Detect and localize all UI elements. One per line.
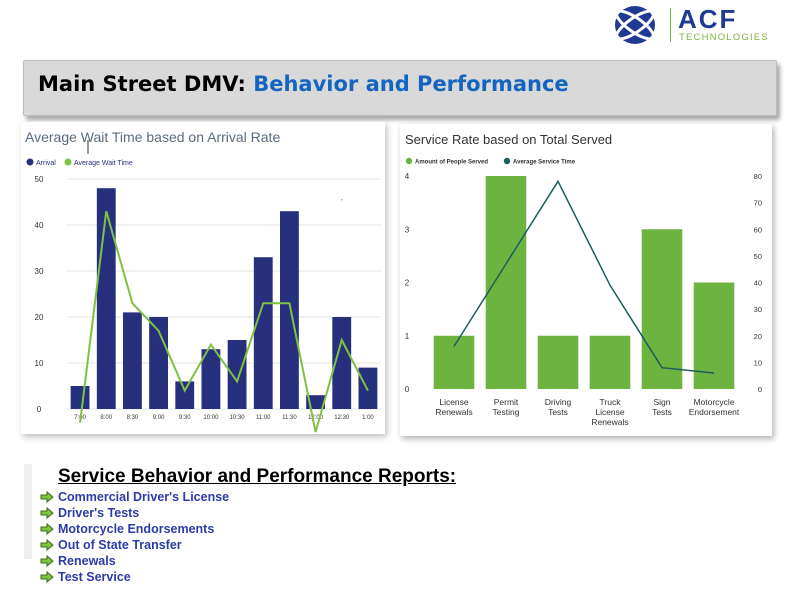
y-tick-label: 50 <box>35 175 44 184</box>
legend-marker-served <box>405 157 413 165</box>
globe-icon <box>615 6 655 44</box>
chart-title: Service Rate based on Total Served <box>405 132 612 147</box>
x-tick-label: Motorcycle <box>693 397 734 407</box>
arrow-right-icon <box>40 539 54 551</box>
report-link[interactable]: Commercial Driver's License <box>58 490 230 504</box>
served-bar <box>589 335 631 389</box>
report-link[interactable]: Test Service <box>58 570 131 584</box>
wait-time-chart: Average Wait Time based on Arrival Rate A… <box>25 129 381 433</box>
y-tick-label: 0 <box>37 405 42 414</box>
logo-brand: ACF <box>678 4 738 34</box>
y2-tick-label: 0 <box>758 385 762 394</box>
x-tick-label: Sign <box>653 397 670 407</box>
arrival-bar <box>227 340 247 409</box>
served-bar <box>641 229 683 389</box>
legend-label-service-time: Average Service Time <box>513 160 576 166</box>
x-tick-label: 11:00 <box>256 415 271 421</box>
x-tick-label: 8:30 <box>127 415 139 421</box>
served-bar <box>485 176 527 389</box>
arrival-bar <box>332 317 352 409</box>
x-tick-label: 10:30 <box>230 415 246 421</box>
arrival-bar <box>96 188 116 409</box>
report-link[interactable]: Renewals <box>58 554 116 568</box>
stray-mark: ’ <box>341 199 343 206</box>
y-tick-label: 40 <box>35 221 44 230</box>
arrow-right-icon <box>40 555 54 567</box>
logo-tagline: TECHNOLOGIES <box>679 32 769 43</box>
service-rate-chart: Service Rate based on Total Served Amount… <box>405 132 762 427</box>
y-tick-label: 1 <box>405 332 410 341</box>
x-tick-label: Tests <box>652 407 672 417</box>
x-tick-label: 10:00 <box>203 415 219 421</box>
page-title-main: Main Street DMV: <box>38 72 254 96</box>
x-tick-label: 9:00 <box>153 415 165 421</box>
report-link[interactable]: Out of State Transfer <box>58 538 182 552</box>
x-tick-label: Permit <box>494 397 519 407</box>
y2-tick-label: 70 <box>754 199 762 208</box>
x-tick-label: 1:00 <box>362 415 374 421</box>
arrival-bar <box>253 257 273 409</box>
arrival-bar <box>279 211 299 409</box>
arrow-right-icon <box>40 507 54 519</box>
y-tick-label: 4 <box>405 172 410 181</box>
y2-tick-label: 60 <box>754 225 762 234</box>
y2-tick-label: 30 <box>754 305 762 314</box>
report-link[interactable]: Motorcycle Endorsements <box>58 522 215 536</box>
y2-tick-label: 50 <box>754 252 762 261</box>
y-tick-label: 10 <box>35 359 44 368</box>
x-tick-label: Truck <box>600 397 622 407</box>
logo-divider <box>670 8 671 42</box>
x-tick-label: Renewals <box>591 417 628 427</box>
x-tick-label: Testing <box>493 407 520 417</box>
y-tick-label: 3 <box>405 225 410 234</box>
legend-label-served: Amount of People Served <box>415 160 488 166</box>
y2-tick-label: 20 <box>754 332 762 341</box>
x-tick-label: 9:30 <box>179 415 191 421</box>
legend-marker-wait <box>64 158 72 166</box>
y2-tick-label: 10 <box>754 358 762 367</box>
reports-title: Service Behavior and Performance Reports… <box>58 466 457 487</box>
wait-time-line <box>79 210 369 433</box>
page-title-accent: Behavior and Performance <box>253 72 569 96</box>
title-banner: Main Street DMV: Behavior and Performanc… <box>23 60 777 116</box>
arrow-right-icon <box>40 523 54 535</box>
arrival-bar <box>175 381 195 409</box>
y-tick-label: 30 <box>35 267 44 276</box>
arrival-bar <box>201 349 221 409</box>
x-tick-label: 11:30 <box>282 415 297 421</box>
legend-marker-arrival <box>26 158 34 166</box>
arrow-right-icon <box>40 491 54 503</box>
chart-title: Average Wait Time based on Arrival Rate <box>25 129 280 145</box>
x-tick-label: Renewals <box>435 407 472 417</box>
legend-marker-service-time <box>503 157 511 165</box>
x-tick-label: License <box>439 397 469 407</box>
x-tick-label: 12:00 <box>308 415 324 421</box>
service-rate-chart-panel: Service Rate based on Total Served Amount… <box>400 124 772 436</box>
served-bar <box>433 335 475 389</box>
wait-time-chart-panel: Average Wait Time based on Arrival Rate A… <box>21 122 385 434</box>
x-tick-label: Driving <box>545 397 572 407</box>
y2-tick-label: 80 <box>754 172 762 181</box>
x-tick-label: Tests <box>548 407 568 417</box>
service-time-line <box>453 179 715 374</box>
x-tick-label: Endorsement <box>689 407 740 417</box>
report-link[interactable]: Driver's Tests <box>58 506 140 520</box>
x-tick-label: 12:30 <box>334 415 350 421</box>
legend-label-arrival: Arrival <box>36 160 56 167</box>
x-tick-label: 8:00 <box>100 415 112 421</box>
arrow-right-icon <box>40 571 54 583</box>
y2-tick-label: 40 <box>754 279 762 288</box>
served-bar <box>537 335 579 389</box>
legend-label-wait: Average Wait Time <box>74 160 133 167</box>
y-tick-label: 0 <box>405 385 410 394</box>
x-tick-label: License <box>595 407 625 417</box>
y-tick-label: 2 <box>405 279 410 288</box>
arrival-bar <box>70 386 90 409</box>
y-tick-label: 20 <box>35 313 44 322</box>
acf-logo: ACF TECHNOLOGIES <box>608 2 798 50</box>
reports-strip <box>24 464 32 559</box>
page-title: Main Street DMV: Behavior and Performanc… <box>38 72 569 96</box>
arrival-bar <box>122 312 142 409</box>
arrival-bar <box>358 367 378 409</box>
